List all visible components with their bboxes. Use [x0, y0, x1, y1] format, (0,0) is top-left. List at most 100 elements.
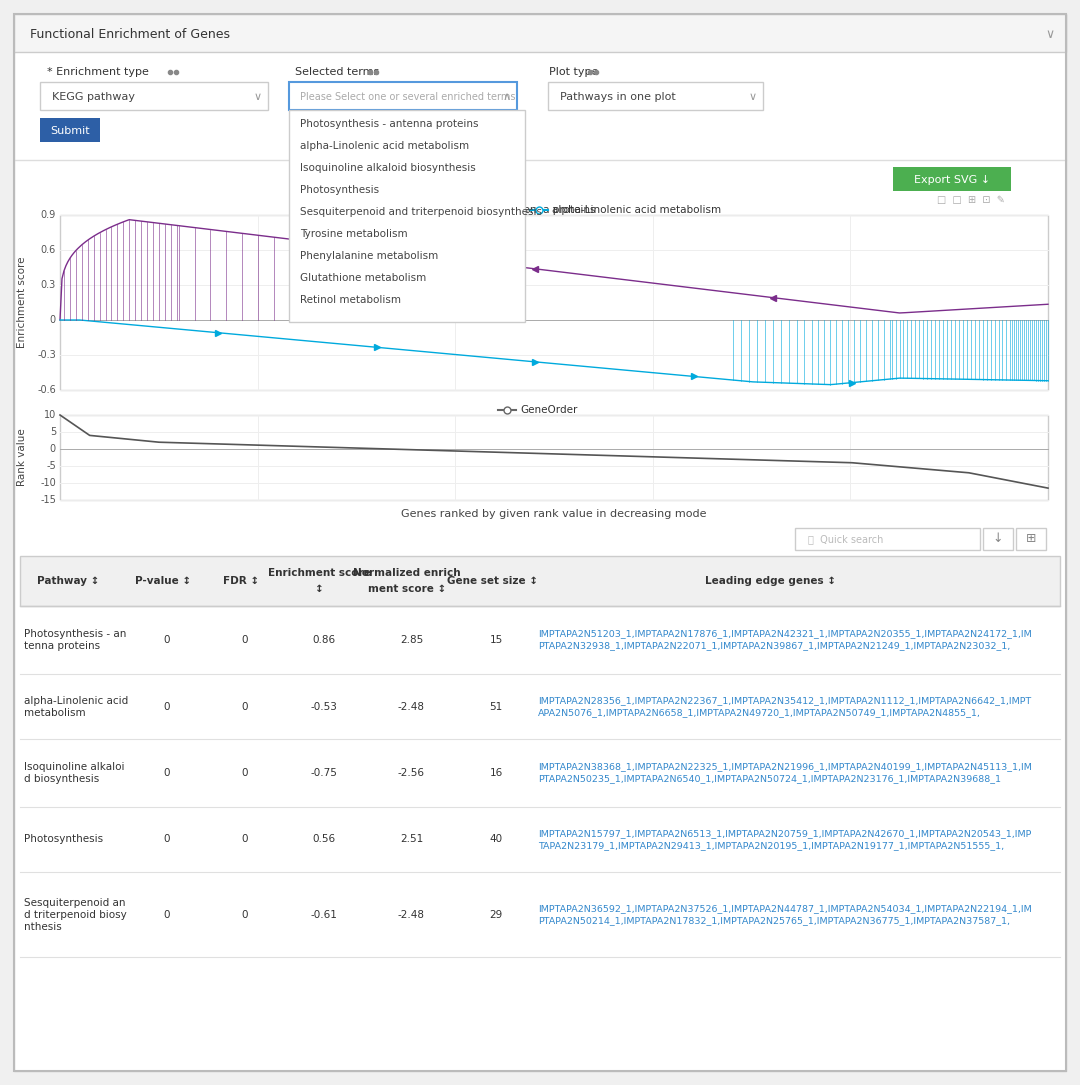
Text: -2.48: -2.48 [399, 909, 426, 919]
Text: ↕: ↕ [315, 584, 324, 593]
Text: Enrichment score: Enrichment score [17, 257, 27, 348]
Text: Glutathione metabolism: Glutathione metabolism [300, 273, 427, 283]
Text: 0: 0 [164, 834, 171, 844]
Bar [795, 528, 980, 550]
Text: 0.56: 0.56 [312, 834, 335, 844]
Bar [60, 414, 1048, 500]
Text: -5: -5 [46, 461, 56, 471]
Text: IMPTAPA2N51203_1,IMPTAPA2N17876_1,IMPTAPA2N42321_1,IMPTAPA2N20355_1,IMPTAPA2N241: IMPTAPA2N51203_1,IMPTAPA2N17876_1,IMPTAP… [538, 629, 1031, 638]
Text: 5: 5 [50, 427, 56, 437]
Text: IMPTAPA2N36592_1,IMPTAPA2N37526_1,IMPTAPA2N44787_1,IMPTAPA2N54034_1,IMPTAPA2N221: IMPTAPA2N36592_1,IMPTAPA2N37526_1,IMPTAP… [538, 904, 1031, 912]
Text: -0.75: -0.75 [310, 768, 337, 778]
Text: Genes ranked by given rank value in decreasing mode: Genes ranked by given rank value in decr… [402, 509, 706, 519]
Text: 40: 40 [489, 834, 502, 844]
Text: 0: 0 [50, 315, 56, 326]
Text: 0: 0 [241, 909, 247, 919]
Text: Photosynthesis - an: Photosynthesis - an [24, 629, 126, 639]
Bar [40, 118, 100, 142]
Text: Leading edge genes ↕: Leading edge genes ↕ [705, 576, 836, 586]
Text: d biosynthesis: d biosynthesis [24, 774, 99, 784]
Text: Export SVG ↓: Export SVG ↓ [914, 175, 990, 186]
Text: 0.9: 0.9 [41, 210, 56, 220]
Text: 0: 0 [241, 768, 247, 778]
Text: Enrichment score: Enrichment score [268, 569, 370, 578]
Text: Selected terms: Selected terms [295, 67, 379, 77]
Text: Phenylalanine metabolism: Phenylalanine metabolism [300, 251, 438, 261]
Text: Submit: Submit [50, 126, 90, 136]
Text: 0: 0 [164, 702, 171, 712]
Bar [14, 14, 1066, 52]
Bar [21, 556, 1059, 607]
Text: -2.48: -2.48 [399, 702, 426, 712]
Text: tenna proteins: tenna proteins [24, 641, 100, 651]
Text: 0: 0 [241, 834, 247, 844]
Text: Rank value: Rank value [17, 429, 27, 486]
Text: -0.61: -0.61 [310, 909, 337, 919]
Text: ↓: ↓ [993, 533, 1003, 546]
Text: IMPTAPA2N15797_1,IMPTAPA2N6513_1,IMPTAPA2N20759_1,IMPTAPA2N42670_1,IMPTAPA2N2054: IMPTAPA2N15797_1,IMPTAPA2N6513_1,IMPTAPA… [538, 829, 1031, 838]
Text: 0: 0 [164, 768, 171, 778]
Text: P-value ↕: P-value ↕ [135, 576, 191, 586]
Text: ∨: ∨ [1045, 27, 1055, 40]
Text: Photosynthesis - antenna proteins: Photosynthesis - antenna proteins [300, 119, 478, 129]
Text: ∨: ∨ [254, 92, 262, 102]
Text: nthesis: nthesis [24, 921, 62, 932]
Text: ∧: ∧ [503, 92, 511, 102]
Text: 0: 0 [241, 702, 247, 712]
Text: Please Select one or several enriched terms: Please Select one or several enriched te… [300, 92, 515, 102]
Text: Pathways in one plot: Pathways in one plot [561, 92, 676, 102]
Text: IMPTAPA2N38368_1,IMPTAPA2N22325_1,IMPTAPA2N21996_1,IMPTAPA2N40199_1,IMPTAPA2N451: IMPTAPA2N38368_1,IMPTAPA2N22325_1,IMPTAP… [538, 763, 1031, 771]
Text: 0.86: 0.86 [312, 635, 335, 644]
Text: PTAPA2N50235_1,IMPTAPA2N6540_1,IMPTAPA2N50724_1,IMPTAPA2N23176_1,IMPTAPA2N39688_: PTAPA2N50235_1,IMPTAPA2N6540_1,IMPTAPA2N… [538, 775, 1001, 783]
Text: Sesquiterpenoid and triterpenoid biosynthesis: Sesquiterpenoid and triterpenoid biosynt… [300, 207, 542, 217]
Text: Isoquinoline alkaloi: Isoquinoline alkaloi [24, 762, 124, 773]
Text: PTAPA2N50214_1,IMPTAPA2N17832_1,IMPTAPA2N25765_1,IMPTAPA2N36775_1,IMPTAPA2N37587: PTAPA2N50214_1,IMPTAPA2N17832_1,IMPTAPA2… [538, 916, 1010, 926]
Text: -0.3: -0.3 [37, 350, 56, 360]
Text: GeneOrder: GeneOrder [519, 405, 578, 414]
Text: 0.3: 0.3 [41, 280, 56, 290]
Bar [983, 528, 1013, 550]
Text: APA2N5076_1,IMPTAPA2N6658_1,IMPTAPA2N49720_1,IMPTAPA2N50749_1,IMPTAPA2N4855_1,: APA2N5076_1,IMPTAPA2N6658_1,IMPTAPA2N497… [538, 709, 981, 717]
Text: 2.51: 2.51 [400, 834, 423, 844]
Text: 2.85: 2.85 [400, 635, 423, 644]
Text: 15: 15 [489, 635, 502, 644]
Text: Normalized enrich: Normalized enrich [353, 569, 461, 578]
Text: 16: 16 [489, 768, 502, 778]
Text: 🔍  Quick search: 🔍 Quick search [808, 534, 883, 544]
Text: * Enrichment type: * Enrichment type [48, 67, 149, 77]
Text: TAPA2N23179_1,IMPTAPA2N29413_1,IMPTAPA2N20195_1,IMPTAPA2N19177_1,IMPTAPA2N51555_: TAPA2N23179_1,IMPTAPA2N29413_1,IMPTAPA2N… [538, 841, 1004, 850]
Text: -0.6: -0.6 [37, 385, 56, 395]
Text: ment score ↕: ment score ↕ [367, 584, 446, 593]
Text: Photosynthesis: Photosynthesis [24, 834, 103, 844]
Text: alpha-Linolenic acid metabolism: alpha-Linolenic acid metabolism [552, 205, 721, 215]
Bar [289, 110, 525, 322]
Text: Photosynthesis - antenna proteins: Photosynthesis - antenna proteins [417, 205, 595, 215]
Text: IMPTAPA2N28356_1,IMPTAPA2N22367_1,IMPTAPA2N35412_1,IMPTAPA2N1112_1,IMPTAPA2N6642: IMPTAPA2N28356_1,IMPTAPA2N22367_1,IMPTAP… [538, 695, 1031, 705]
Text: -0.53: -0.53 [310, 702, 337, 712]
Text: 0: 0 [164, 635, 171, 644]
Bar [289, 82, 517, 110]
Bar [60, 215, 1048, 390]
Text: 0.6: 0.6 [41, 245, 56, 255]
Text: ∨: ∨ [748, 92, 757, 102]
Text: Sesquiterpenoid an: Sesquiterpenoid an [24, 897, 125, 907]
Text: Pathway ↕: Pathway ↕ [37, 576, 99, 586]
Text: 0: 0 [241, 635, 247, 644]
Text: □  □  ⊞  ⊡  ✎: □ □ ⊞ ⊡ ✎ [937, 195, 1004, 205]
Text: Tyrosine metabolism: Tyrosine metabolism [300, 229, 407, 239]
Text: -15: -15 [40, 495, 56, 505]
Text: Retinol metabolism: Retinol metabolism [300, 295, 401, 305]
Text: -2.56: -2.56 [399, 768, 426, 778]
Text: Functional Enrichment of Genes: Functional Enrichment of Genes [30, 27, 230, 40]
Bar [548, 82, 762, 110]
Text: -10: -10 [40, 478, 56, 488]
Text: d triterpenoid biosy: d triterpenoid biosy [24, 909, 126, 919]
Text: 10: 10 [44, 410, 56, 420]
Bar [893, 167, 1011, 191]
Text: FDR ↕: FDR ↕ [222, 576, 259, 586]
Text: ⊞: ⊞ [1026, 533, 1036, 546]
Text: Photosynthesis: Photosynthesis [300, 186, 379, 195]
Text: KEGG pathway: KEGG pathway [52, 92, 135, 102]
Text: Gene set size ↕: Gene set size ↕ [447, 576, 538, 586]
Bar [1016, 528, 1047, 550]
